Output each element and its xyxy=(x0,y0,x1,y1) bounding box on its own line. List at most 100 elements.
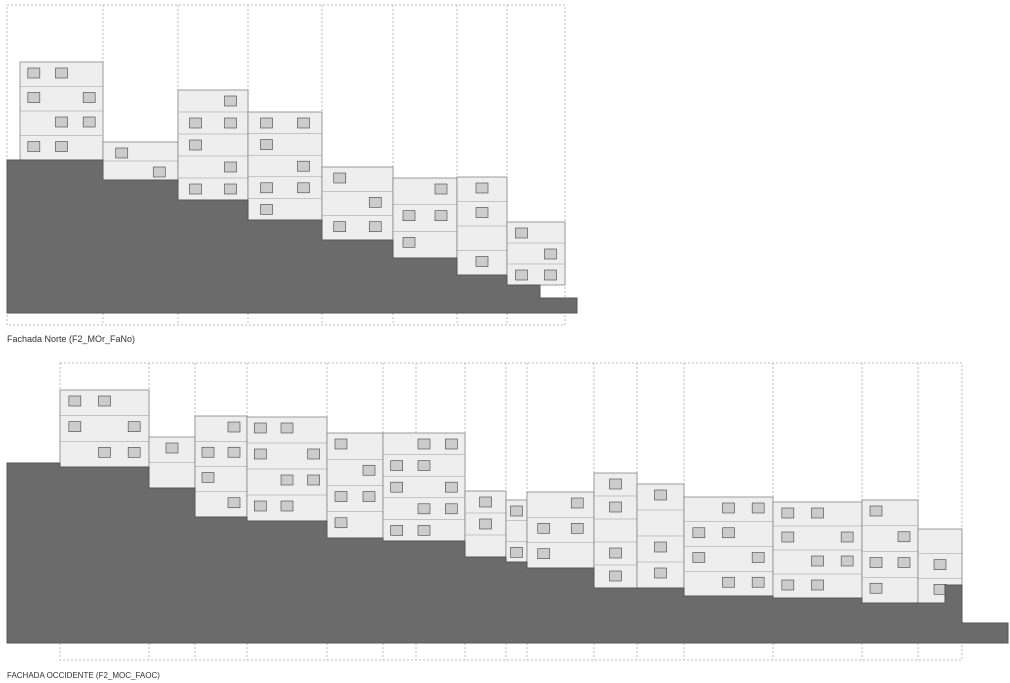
window xyxy=(307,448,320,460)
window xyxy=(811,579,824,591)
window xyxy=(654,567,667,579)
window xyxy=(224,183,237,195)
building xyxy=(247,111,323,221)
window xyxy=(479,518,492,530)
building xyxy=(526,491,595,569)
window xyxy=(537,548,551,559)
window xyxy=(781,507,795,519)
window xyxy=(544,248,557,260)
window xyxy=(654,541,667,553)
window xyxy=(280,474,294,486)
window xyxy=(260,182,273,194)
window xyxy=(227,421,241,433)
window xyxy=(692,552,706,563)
window xyxy=(781,531,795,543)
window xyxy=(227,497,241,509)
window xyxy=(260,117,273,129)
building xyxy=(177,89,249,201)
window xyxy=(722,527,735,539)
window xyxy=(297,160,310,172)
window xyxy=(224,95,237,107)
window xyxy=(445,481,458,493)
window xyxy=(475,207,489,218)
window xyxy=(368,221,382,232)
window xyxy=(869,505,883,517)
window xyxy=(27,141,41,152)
window xyxy=(897,557,911,568)
window xyxy=(189,117,202,129)
window xyxy=(368,197,382,208)
window xyxy=(227,446,241,458)
terrain xyxy=(6,159,578,314)
window xyxy=(933,584,947,595)
window xyxy=(722,502,735,514)
window xyxy=(254,448,267,460)
window xyxy=(98,395,111,407)
window xyxy=(307,474,320,486)
window xyxy=(333,172,347,184)
window xyxy=(127,421,141,432)
window xyxy=(334,491,348,502)
caption: Fachada Norte (F2_MOr_FaNo) xyxy=(7,334,136,344)
window xyxy=(417,460,431,471)
window xyxy=(897,531,911,543)
window xyxy=(751,576,765,588)
window xyxy=(127,447,141,458)
window xyxy=(390,460,403,471)
window xyxy=(254,422,267,434)
terrain xyxy=(6,462,1009,644)
window xyxy=(260,139,273,150)
window xyxy=(417,503,431,515)
window xyxy=(27,67,41,79)
building xyxy=(321,166,394,241)
window xyxy=(297,182,310,194)
window xyxy=(751,552,765,563)
window xyxy=(609,570,622,582)
window xyxy=(570,523,584,534)
window xyxy=(68,421,82,432)
window xyxy=(55,141,68,152)
window xyxy=(434,183,448,195)
window xyxy=(840,555,854,567)
window xyxy=(27,92,41,103)
window xyxy=(445,503,458,515)
window xyxy=(609,547,622,559)
window xyxy=(201,446,215,458)
window xyxy=(869,557,883,568)
window xyxy=(510,547,523,558)
window xyxy=(224,117,237,129)
window xyxy=(515,269,528,281)
window xyxy=(475,256,489,267)
window xyxy=(260,204,273,215)
window xyxy=(475,182,489,194)
window xyxy=(55,116,68,128)
window xyxy=(510,505,523,517)
window xyxy=(609,501,622,513)
window xyxy=(570,497,584,509)
window xyxy=(417,438,431,450)
window xyxy=(840,531,854,543)
window xyxy=(254,500,267,512)
window xyxy=(68,395,82,407)
window xyxy=(609,478,622,490)
window xyxy=(224,161,237,173)
window xyxy=(201,472,215,483)
window xyxy=(189,183,202,195)
window xyxy=(55,67,68,79)
window xyxy=(334,517,348,529)
window xyxy=(280,500,294,512)
window xyxy=(362,464,376,476)
window xyxy=(297,117,310,129)
window xyxy=(165,442,179,454)
window xyxy=(544,269,557,281)
caption: FACHADA OCCIDENTE (F2_MOC_FAOC) xyxy=(7,671,160,680)
window xyxy=(98,447,111,458)
window xyxy=(537,523,551,534)
window xyxy=(654,489,667,501)
window xyxy=(334,438,348,450)
window xyxy=(781,579,795,591)
window xyxy=(417,525,431,536)
building xyxy=(392,177,458,259)
